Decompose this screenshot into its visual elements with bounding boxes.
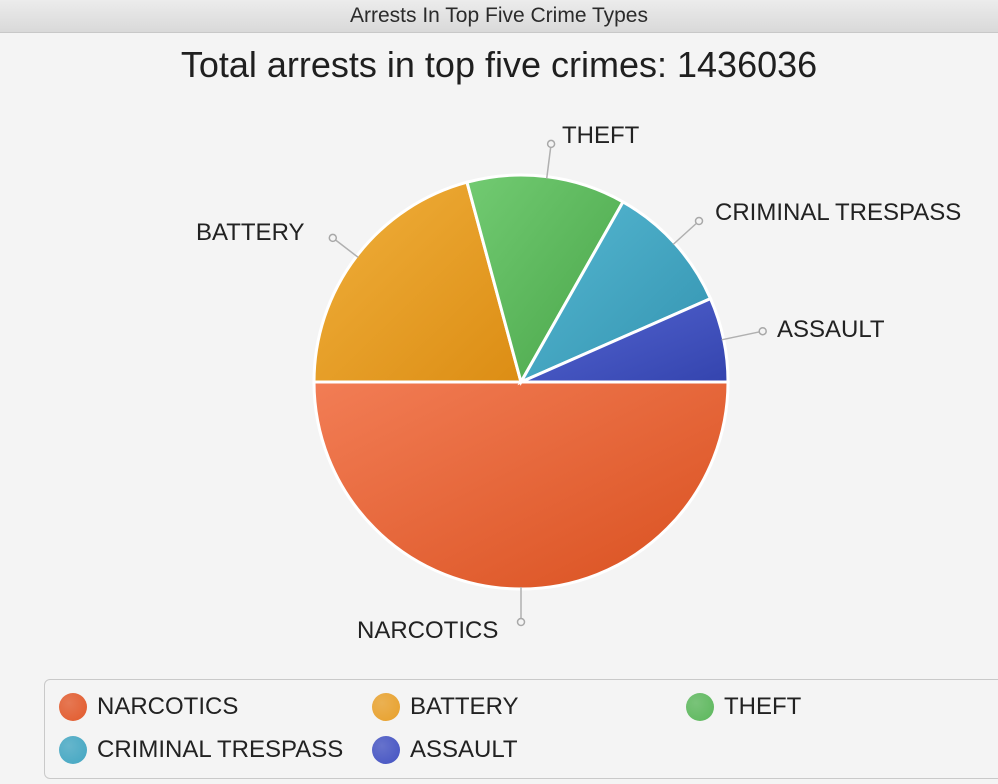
window-title: Arrests In Top Five Crime Types xyxy=(350,4,648,27)
legend-swatch-assault xyxy=(372,736,400,764)
legend-swatch-criminal-trespass xyxy=(59,736,87,764)
legend-label: NARCOTICS xyxy=(97,693,239,720)
leader-line xyxy=(721,330,763,341)
chart-legend: NARCOTICS BATTERY THEFT CRIMINAL TRESPAS… xyxy=(44,679,998,779)
slice-label-battery: BATTERY xyxy=(196,219,305,246)
legend-label: ASSAULT xyxy=(410,736,518,763)
slice-label-criminal-trespass: CRIMINAL TRESPASS xyxy=(715,199,962,226)
leader-line xyxy=(672,220,700,246)
leader-marker xyxy=(328,233,338,243)
leader-marker xyxy=(516,617,526,627)
slice-label-assault: ASSAULT xyxy=(777,316,885,343)
legend-item-theft: THEFT xyxy=(686,693,801,721)
legend-item-narcotics: NARCOTICS xyxy=(59,693,238,721)
legend-swatch-theft xyxy=(686,693,714,721)
pie-slice-narcotics xyxy=(312,380,730,591)
leader-line xyxy=(545,143,552,179)
legend-item-criminal-trespass: CRIMINAL TRESPASS xyxy=(59,736,343,764)
window-titlebar: Arrests In Top Five Crime Types xyxy=(0,0,998,33)
leader-marker xyxy=(694,216,704,226)
slice-label-theft: THEFT xyxy=(562,122,640,149)
legend-swatch-narcotics xyxy=(59,693,87,721)
legend-swatch-battery xyxy=(372,693,400,721)
legend-label: THEFT xyxy=(724,693,802,720)
leader-marker xyxy=(758,326,767,336)
legend-item-assault: ASSAULT xyxy=(372,736,518,764)
chart-title: Total arrests in top five crimes: 143603… xyxy=(180,44,818,85)
leader-line xyxy=(332,237,359,258)
leader-marker xyxy=(546,139,556,149)
slice-label-narcotics: NARCOTICS xyxy=(357,617,499,644)
legend-label: CRIMINAL TRESPASS xyxy=(97,736,344,763)
legend-item-battery: BATTERY xyxy=(372,693,518,721)
legend-label: BATTERY xyxy=(410,693,519,720)
